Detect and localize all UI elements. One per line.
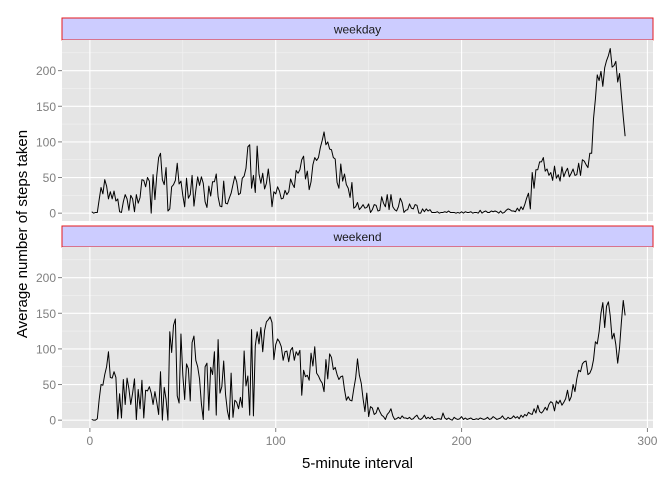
x-tick-label: 200 xyxy=(452,434,472,448)
panel-weekday: weekday 0 50 100 150 200 xyxy=(36,17,654,221)
y-tick-label: 50 xyxy=(43,171,57,185)
y-axis-title: Average number of steps taken xyxy=(14,130,31,338)
y-tick-label: 200 xyxy=(36,64,56,78)
series-line-weekend xyxy=(91,299,626,421)
panel-weekend: weekend 0 50 100 150 200 xyxy=(36,225,654,428)
y-tick-label: 100 xyxy=(36,135,56,149)
y-tick-label: 150 xyxy=(36,100,56,114)
facet-strip-label: weekday xyxy=(333,23,381,37)
y-tick-label: 100 xyxy=(36,342,56,356)
y-tick-label: 150 xyxy=(36,307,56,321)
x-tick-label: 100 xyxy=(266,434,286,448)
y-tick-label: 0 xyxy=(49,414,56,428)
x-tick-label: 300 xyxy=(637,434,657,448)
x-axis-title: 5-minute interval xyxy=(302,455,413,472)
y-tick-label: 0 xyxy=(49,207,56,221)
x-tick-label: 0 xyxy=(87,434,94,448)
facet-strip-label: weekend xyxy=(332,230,381,244)
y-tick-label: 200 xyxy=(36,271,56,285)
series-line-weekday xyxy=(91,48,626,214)
y-tick-label: 50 xyxy=(43,378,57,392)
panel-background xyxy=(62,40,653,221)
